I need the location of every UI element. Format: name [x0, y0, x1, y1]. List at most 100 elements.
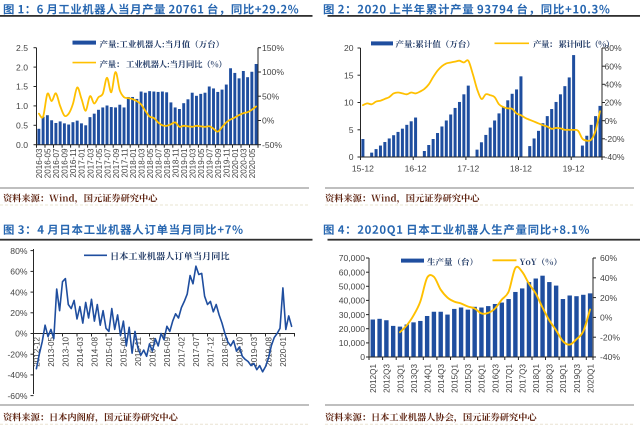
svg-text:2018-05: 2018-05: [221, 337, 230, 367]
svg-text:17-12: 17-12: [457, 164, 479, 174]
svg-text:100%: 100%: [262, 67, 284, 77]
svg-text:0%: 0%: [15, 329, 28, 339]
svg-text:0: 0: [349, 152, 354, 162]
svg-text:-60%: -60%: [7, 391, 27, 401]
svg-text:2020Q1: 2020Q1: [586, 364, 595, 393]
svg-text:2018-01: 2018-01: [129, 148, 138, 178]
svg-text:2014-08: 2014-08: [91, 337, 100, 367]
svg-text:2019-11: 2019-11: [223, 148, 232, 178]
svg-text:2013-10: 2013-10: [62, 337, 71, 367]
svg-text:20%: 20%: [600, 293, 618, 303]
svg-text:2017-11: 2017-11: [120, 148, 129, 178]
svg-text:60,000: 60,000: [339, 267, 366, 277]
svg-text:2013-05: 2013-05: [47, 337, 56, 367]
svg-text:-50%: -50%: [262, 140, 282, 150]
svg-text:10: 10: [344, 98, 354, 108]
svg-text:2018-09: 2018-09: [163, 148, 172, 178]
svg-text:2012Q3: 2012Q3: [383, 364, 392, 393]
svg-text:2017Q1: 2017Q1: [505, 364, 514, 393]
svg-text:2012Q1: 2012Q1: [369, 364, 378, 393]
svg-text:50%: 50%: [262, 91, 280, 101]
svg-text:0%: 0%: [262, 116, 275, 126]
svg-text:2018-03: 2018-03: [137, 148, 146, 178]
svg-text:2013Q3: 2013Q3: [410, 364, 419, 393]
svg-text:70,000: 70,000: [339, 253, 366, 263]
svg-text:40%: 40%: [605, 80, 623, 90]
svg-text:2017-03: 2017-03: [86, 148, 95, 178]
svg-text:30,000: 30,000: [339, 310, 366, 320]
svg-text:20%: 20%: [605, 98, 623, 108]
svg-text:-20%: -20%: [605, 134, 625, 144]
svg-text:2019-03: 2019-03: [189, 148, 198, 178]
svg-text:40,000: 40,000: [339, 296, 366, 306]
svg-text:2020-05: 2020-05: [248, 148, 257, 178]
svg-text:2017Q3: 2017Q3: [519, 364, 528, 393]
svg-text:2013Q1: 2013Q1: [396, 364, 405, 393]
svg-text:60%: 60%: [605, 61, 623, 71]
svg-text:2019-03: 2019-03: [250, 337, 259, 367]
svg-text:15: 15: [344, 71, 354, 81]
svg-text:2016-09: 2016-09: [61, 148, 70, 178]
svg-text:2.0: 2.0: [16, 62, 28, 72]
svg-text:1.5: 1.5: [16, 82, 28, 92]
svg-text:2015-01: 2015-01: [105, 337, 114, 367]
svg-text:-40%: -40%: [7, 370, 27, 380]
svg-text:18-12: 18-12: [510, 164, 532, 174]
svg-text:2018Q3: 2018Q3: [546, 364, 555, 393]
svg-text:50,000: 50,000: [339, 282, 366, 292]
svg-text:2019-01: 2019-01: [180, 148, 189, 178]
svg-text:0%: 0%: [605, 116, 618, 126]
svg-text:2020-01: 2020-01: [279, 337, 288, 367]
svg-text:0.5: 0.5: [16, 121, 28, 131]
svg-text:2016Q1: 2016Q1: [478, 364, 487, 393]
svg-text:5: 5: [349, 125, 354, 135]
svg-text:2019Q1: 2019Q1: [559, 364, 568, 393]
svg-text:2019-09: 2019-09: [214, 148, 223, 178]
svg-text:19-12: 19-12: [563, 164, 585, 174]
svg-text:2020-03: 2020-03: [240, 148, 249, 178]
svg-text:40%: 40%: [10, 287, 28, 297]
svg-text:2015Q1: 2015Q1: [451, 364, 460, 393]
svg-text:2016-03: 2016-03: [35, 148, 44, 178]
svg-text:2017-07: 2017-07: [192, 337, 201, 367]
svg-text:2015Q3: 2015Q3: [464, 364, 473, 393]
svg-text:60%: 60%: [10, 267, 28, 277]
svg-text:15-12: 15-12: [352, 164, 374, 174]
svg-text:2019Q3: 2019Q3: [573, 364, 582, 393]
svg-text:20,000: 20,000: [339, 324, 366, 334]
svg-text:2018Q1: 2018Q1: [532, 364, 541, 393]
svg-text:80%: 80%: [605, 43, 623, 53]
svg-text:-40%: -40%: [605, 152, 625, 162]
svg-text:80%: 80%: [10, 246, 28, 256]
svg-text:2015-06: 2015-06: [120, 337, 129, 367]
svg-text:16-12: 16-12: [405, 164, 427, 174]
svg-text:2020-01: 2020-01: [231, 148, 240, 178]
svg-text:2014Q1: 2014Q1: [423, 364, 432, 393]
svg-text:20: 20: [344, 43, 354, 53]
svg-text:2017-01: 2017-01: [78, 148, 87, 178]
svg-text:2014-03: 2014-03: [76, 337, 85, 367]
svg-text:-20%: -20%: [600, 332, 620, 342]
svg-text:-20%: -20%: [7, 349, 27, 359]
svg-text:2017-05: 2017-05: [95, 148, 104, 178]
svg-text:2017-07: 2017-07: [103, 148, 112, 178]
svg-text:2017-02: 2017-02: [178, 337, 187, 367]
svg-text:2018-05: 2018-05: [146, 148, 155, 178]
svg-text:150%: 150%: [262, 43, 284, 53]
svg-text:2016-04: 2016-04: [149, 337, 158, 367]
svg-text:2017-09: 2017-09: [112, 148, 121, 178]
svg-text:0.0: 0.0: [16, 140, 28, 150]
svg-text:2019-05: 2019-05: [197, 148, 206, 178]
svg-text:20%: 20%: [10, 308, 28, 318]
svg-text:2016-11: 2016-11: [69, 148, 78, 178]
svg-text:2016-05: 2016-05: [44, 148, 53, 178]
svg-text:2016-07: 2016-07: [52, 148, 61, 178]
svg-text:2016-09: 2016-09: [163, 337, 172, 367]
svg-text:2016Q3: 2016Q3: [491, 364, 500, 393]
svg-text:2014Q3: 2014Q3: [437, 364, 446, 393]
svg-text:2018-07: 2018-07: [154, 148, 163, 178]
svg-text:2019-07: 2019-07: [206, 148, 215, 178]
svg-text:1.0: 1.0: [16, 101, 28, 111]
svg-text:2.5: 2.5: [16, 43, 28, 53]
svg-text:10,000: 10,000: [339, 338, 366, 348]
